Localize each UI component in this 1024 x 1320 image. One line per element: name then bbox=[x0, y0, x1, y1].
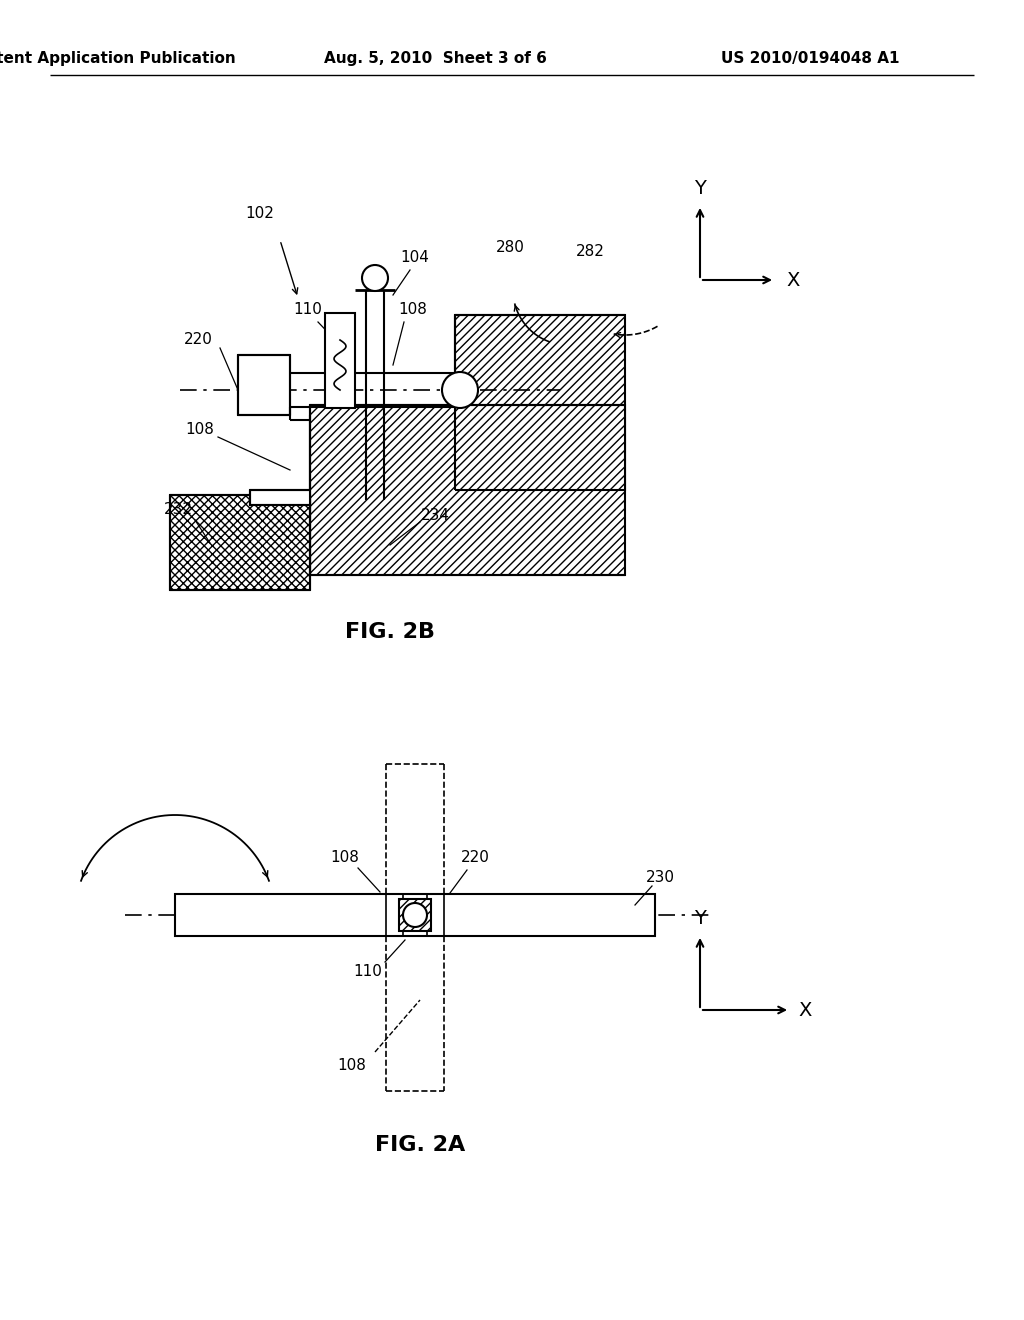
Text: 234: 234 bbox=[421, 507, 450, 523]
Text: 108: 108 bbox=[398, 302, 427, 318]
Circle shape bbox=[442, 372, 478, 408]
Circle shape bbox=[362, 265, 388, 290]
Text: US 2010/0194048 A1: US 2010/0194048 A1 bbox=[721, 50, 899, 66]
Text: 280: 280 bbox=[496, 240, 524, 256]
Text: Y: Y bbox=[694, 909, 706, 928]
Bar bbox=[250, 490, 310, 506]
Circle shape bbox=[403, 903, 427, 927]
Bar bbox=[455, 315, 625, 490]
Text: 232: 232 bbox=[164, 503, 193, 517]
Text: 108: 108 bbox=[185, 422, 214, 437]
Bar bbox=[399, 899, 431, 931]
Text: 108: 108 bbox=[338, 1057, 367, 1072]
Text: 110: 110 bbox=[294, 302, 323, 318]
Text: Aug. 5, 2010  Sheet 3 of 6: Aug. 5, 2010 Sheet 3 of 6 bbox=[324, 50, 547, 66]
Text: X: X bbox=[786, 271, 800, 289]
Text: 220: 220 bbox=[461, 850, 489, 866]
Bar bbox=[325, 313, 355, 408]
Text: 230: 230 bbox=[645, 870, 675, 886]
Text: X: X bbox=[799, 1001, 812, 1019]
Text: 102: 102 bbox=[246, 206, 274, 220]
Text: 104: 104 bbox=[400, 251, 429, 265]
Text: FIG. 2B: FIG. 2B bbox=[345, 622, 435, 642]
Text: Y: Y bbox=[694, 180, 706, 198]
Text: 110: 110 bbox=[353, 965, 382, 979]
Text: FIG. 2A: FIG. 2A bbox=[375, 1135, 465, 1155]
Bar bbox=[238, 355, 290, 414]
Text: 282: 282 bbox=[575, 244, 604, 260]
Text: Patent Application Publication: Patent Application Publication bbox=[0, 50, 236, 66]
Bar bbox=[170, 495, 310, 590]
Bar bbox=[175, 894, 655, 936]
Text: 108: 108 bbox=[331, 850, 359, 866]
Text: 220: 220 bbox=[183, 333, 212, 347]
Bar bbox=[310, 405, 625, 576]
